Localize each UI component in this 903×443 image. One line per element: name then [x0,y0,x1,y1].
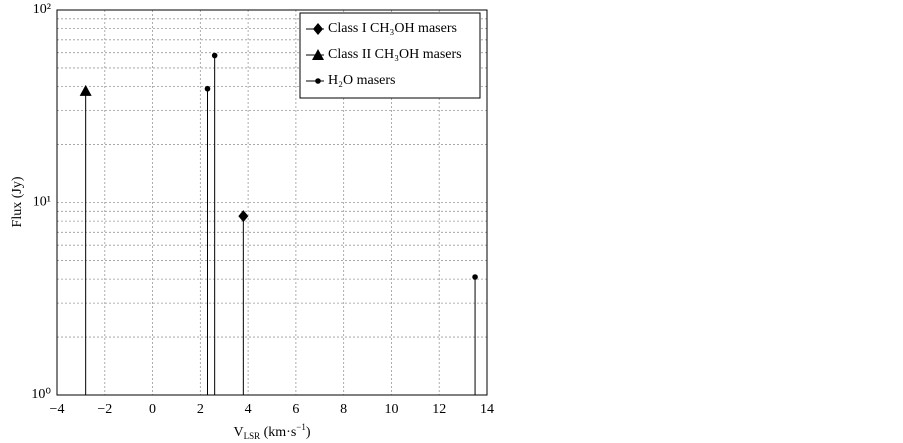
x-tick-label: 8 [340,402,347,417]
y-tick-label: 10⁰ [31,387,51,402]
x-tick-label: 14 [480,402,494,417]
legend-label: H₂O masers [328,73,395,88]
plot-frame [56,9,488,396]
marker-diamond [238,210,249,223]
x-axis-label-part: ) [306,425,311,440]
marker-dot [204,85,211,92]
marker-dot [211,52,218,59]
x-tick-label: 12 [432,402,446,417]
legend-box [299,12,481,99]
legend-label: Class II CH₃OH masers [328,47,462,62]
x-tick-label: −4 [50,402,65,417]
y-tick-label: 10¹ [33,195,51,210]
x-axis-label: VLSR (km·s−1) [233,422,310,441]
legend-label: Class I CH₃OH masers [328,21,457,36]
x-tick-label: −2 [97,402,112,417]
marker-triangle [79,84,92,96]
x-tick-label: 2 [197,402,204,417]
y-tick-label: 10² [33,2,51,17]
x-axis-label-part: V [233,425,243,440]
legend: Class I CH₃OH masers Class II CH₃OH maser… [299,12,481,99]
x-tick-label: 10 [384,402,398,417]
x-axis-label-part: −1 [296,422,306,432]
marker-dot [472,274,478,280]
marker-diamond [313,23,323,35]
x-axis-label-part: LSR [244,431,261,441]
x-tick-label: 6 [292,402,299,417]
y-axis-label: Flux (Jy) [10,176,25,227]
x-tick-label: 0 [149,402,156,417]
marker-dot [315,78,321,84]
marker-triangle [312,49,324,60]
x-axis-label-part: (km·s [260,425,296,440]
x-tick-label: 4 [245,402,252,417]
